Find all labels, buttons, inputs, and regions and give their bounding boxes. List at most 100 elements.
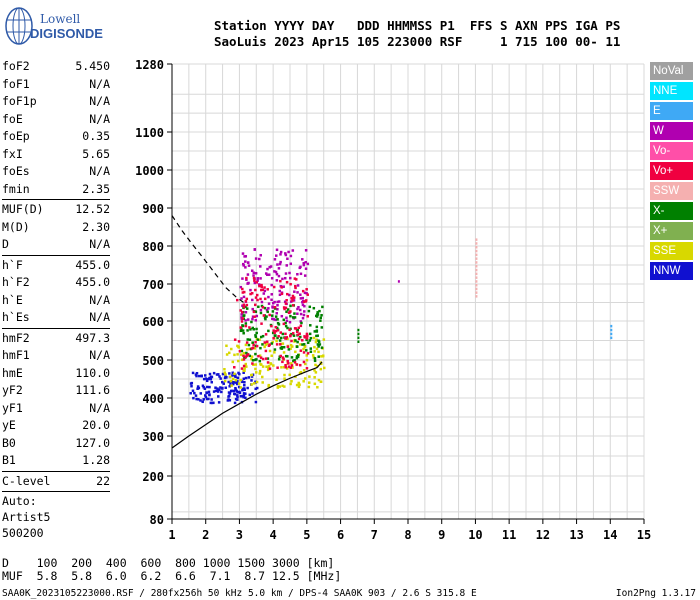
echo-point — [242, 364, 246, 368]
param-name: yF2 — [2, 383, 23, 397]
echo-point — [298, 266, 302, 270]
echo-point — [272, 318, 276, 321]
param-value: 497.3 — [75, 330, 110, 345]
param-row: foEs N/A — [2, 163, 110, 181]
echo-point — [217, 373, 220, 376]
echo-point — [282, 351, 286, 354]
echo-point — [194, 394, 198, 397]
echo-point — [230, 384, 233, 387]
echo-point — [279, 253, 282, 256]
echo-point — [240, 367, 244, 370]
echo-point — [223, 379, 227, 383]
echo-point — [282, 345, 286, 349]
echo-point — [209, 377, 213, 381]
echo-point — [475, 249, 478, 253]
echo-point — [230, 347, 233, 351]
echo-point — [228, 372, 231, 375]
echo-point — [227, 380, 230, 384]
echo-point — [320, 346, 324, 349]
echo-point — [290, 356, 294, 359]
echo-point — [263, 297, 267, 301]
x-tick-label: 12 — [536, 528, 550, 542]
echo-point — [273, 351, 276, 354]
echo-point — [265, 341, 269, 345]
echo-point — [256, 277, 260, 280]
echo-point — [284, 272, 288, 275]
echo-point — [397, 280, 400, 283]
param-name: foEp — [2, 129, 30, 143]
echo-point — [205, 379, 209, 383]
param-name: foE — [2, 111, 23, 126]
echo-point — [273, 307, 277, 310]
echo-point — [319, 316, 322, 320]
echo-point — [357, 340, 360, 343]
echo-point — [273, 331, 276, 335]
echo-point — [230, 389, 233, 393]
param-value: 110.0 — [75, 365, 110, 380]
echo-point — [296, 272, 299, 276]
echo-point — [280, 286, 283, 289]
y-tick-label: 1280 — [135, 58, 164, 72]
echo-point — [251, 307, 254, 311]
x-tick-label: 9 — [438, 528, 445, 542]
echo-point — [254, 371, 258, 374]
echo-point — [244, 392, 247, 395]
echo-point — [317, 355, 320, 358]
echo-point — [291, 249, 295, 252]
param-row: foF1p N/A — [2, 93, 110, 111]
echo-point — [260, 375, 264, 379]
echo-point — [251, 298, 254, 302]
echo-point — [299, 312, 303, 316]
echo-point — [243, 383, 246, 387]
echo-point — [260, 288, 263, 292]
echo-point — [275, 378, 278, 382]
legend-item: Vo+ — [650, 162, 693, 180]
echo-point — [254, 340, 257, 344]
echo-point — [242, 295, 246, 299]
echo-point — [281, 356, 285, 359]
echo-point — [293, 361, 297, 364]
echo-point — [293, 359, 296, 362]
echo-point — [303, 310, 306, 313]
echo-point — [301, 296, 304, 300]
echo-point — [280, 347, 284, 350]
echo-point — [296, 329, 299, 332]
echo-point — [299, 363, 302, 367]
echo-point — [309, 350, 313, 354]
echo-point — [273, 258, 277, 261]
echo-point — [303, 274, 307, 277]
param-name: foF2 — [2, 59, 30, 73]
echo-point — [317, 340, 321, 344]
param-separator — [2, 327, 110, 329]
echo-point — [296, 345, 299, 348]
param-value: 22 — [96, 473, 110, 488]
y-tick-label: 500 — [142, 354, 164, 368]
echo-point — [239, 329, 243, 333]
echo-point — [244, 299, 248, 303]
echo-point — [252, 382, 256, 385]
echo-point — [191, 389, 195, 393]
echo-point — [254, 303, 257, 307]
echo-point — [209, 401, 213, 405]
echo-point — [289, 276, 292, 280]
param-row: h`F 455.0 — [2, 257, 110, 275]
param-name: foF1 — [2, 76, 30, 91]
echo-point — [208, 372, 212, 376]
echo-point — [233, 401, 237, 405]
echo-point — [284, 364, 287, 367]
echo-point — [281, 332, 285, 336]
echo-point — [268, 349, 272, 353]
echo-point — [255, 331, 258, 335]
x-tick-label: 3 — [236, 528, 243, 542]
echo-point — [189, 391, 192, 395]
echo-point — [259, 311, 263, 315]
x-tick-label: 2 — [202, 528, 209, 542]
echo-point — [276, 385, 280, 388]
echo-point — [254, 352, 257, 356]
echo-point — [302, 369, 306, 372]
echo-point — [292, 296, 296, 299]
echo-point — [281, 360, 284, 364]
echo-point — [281, 342, 285, 345]
echo-point — [253, 281, 257, 285]
echo-point — [252, 343, 255, 347]
